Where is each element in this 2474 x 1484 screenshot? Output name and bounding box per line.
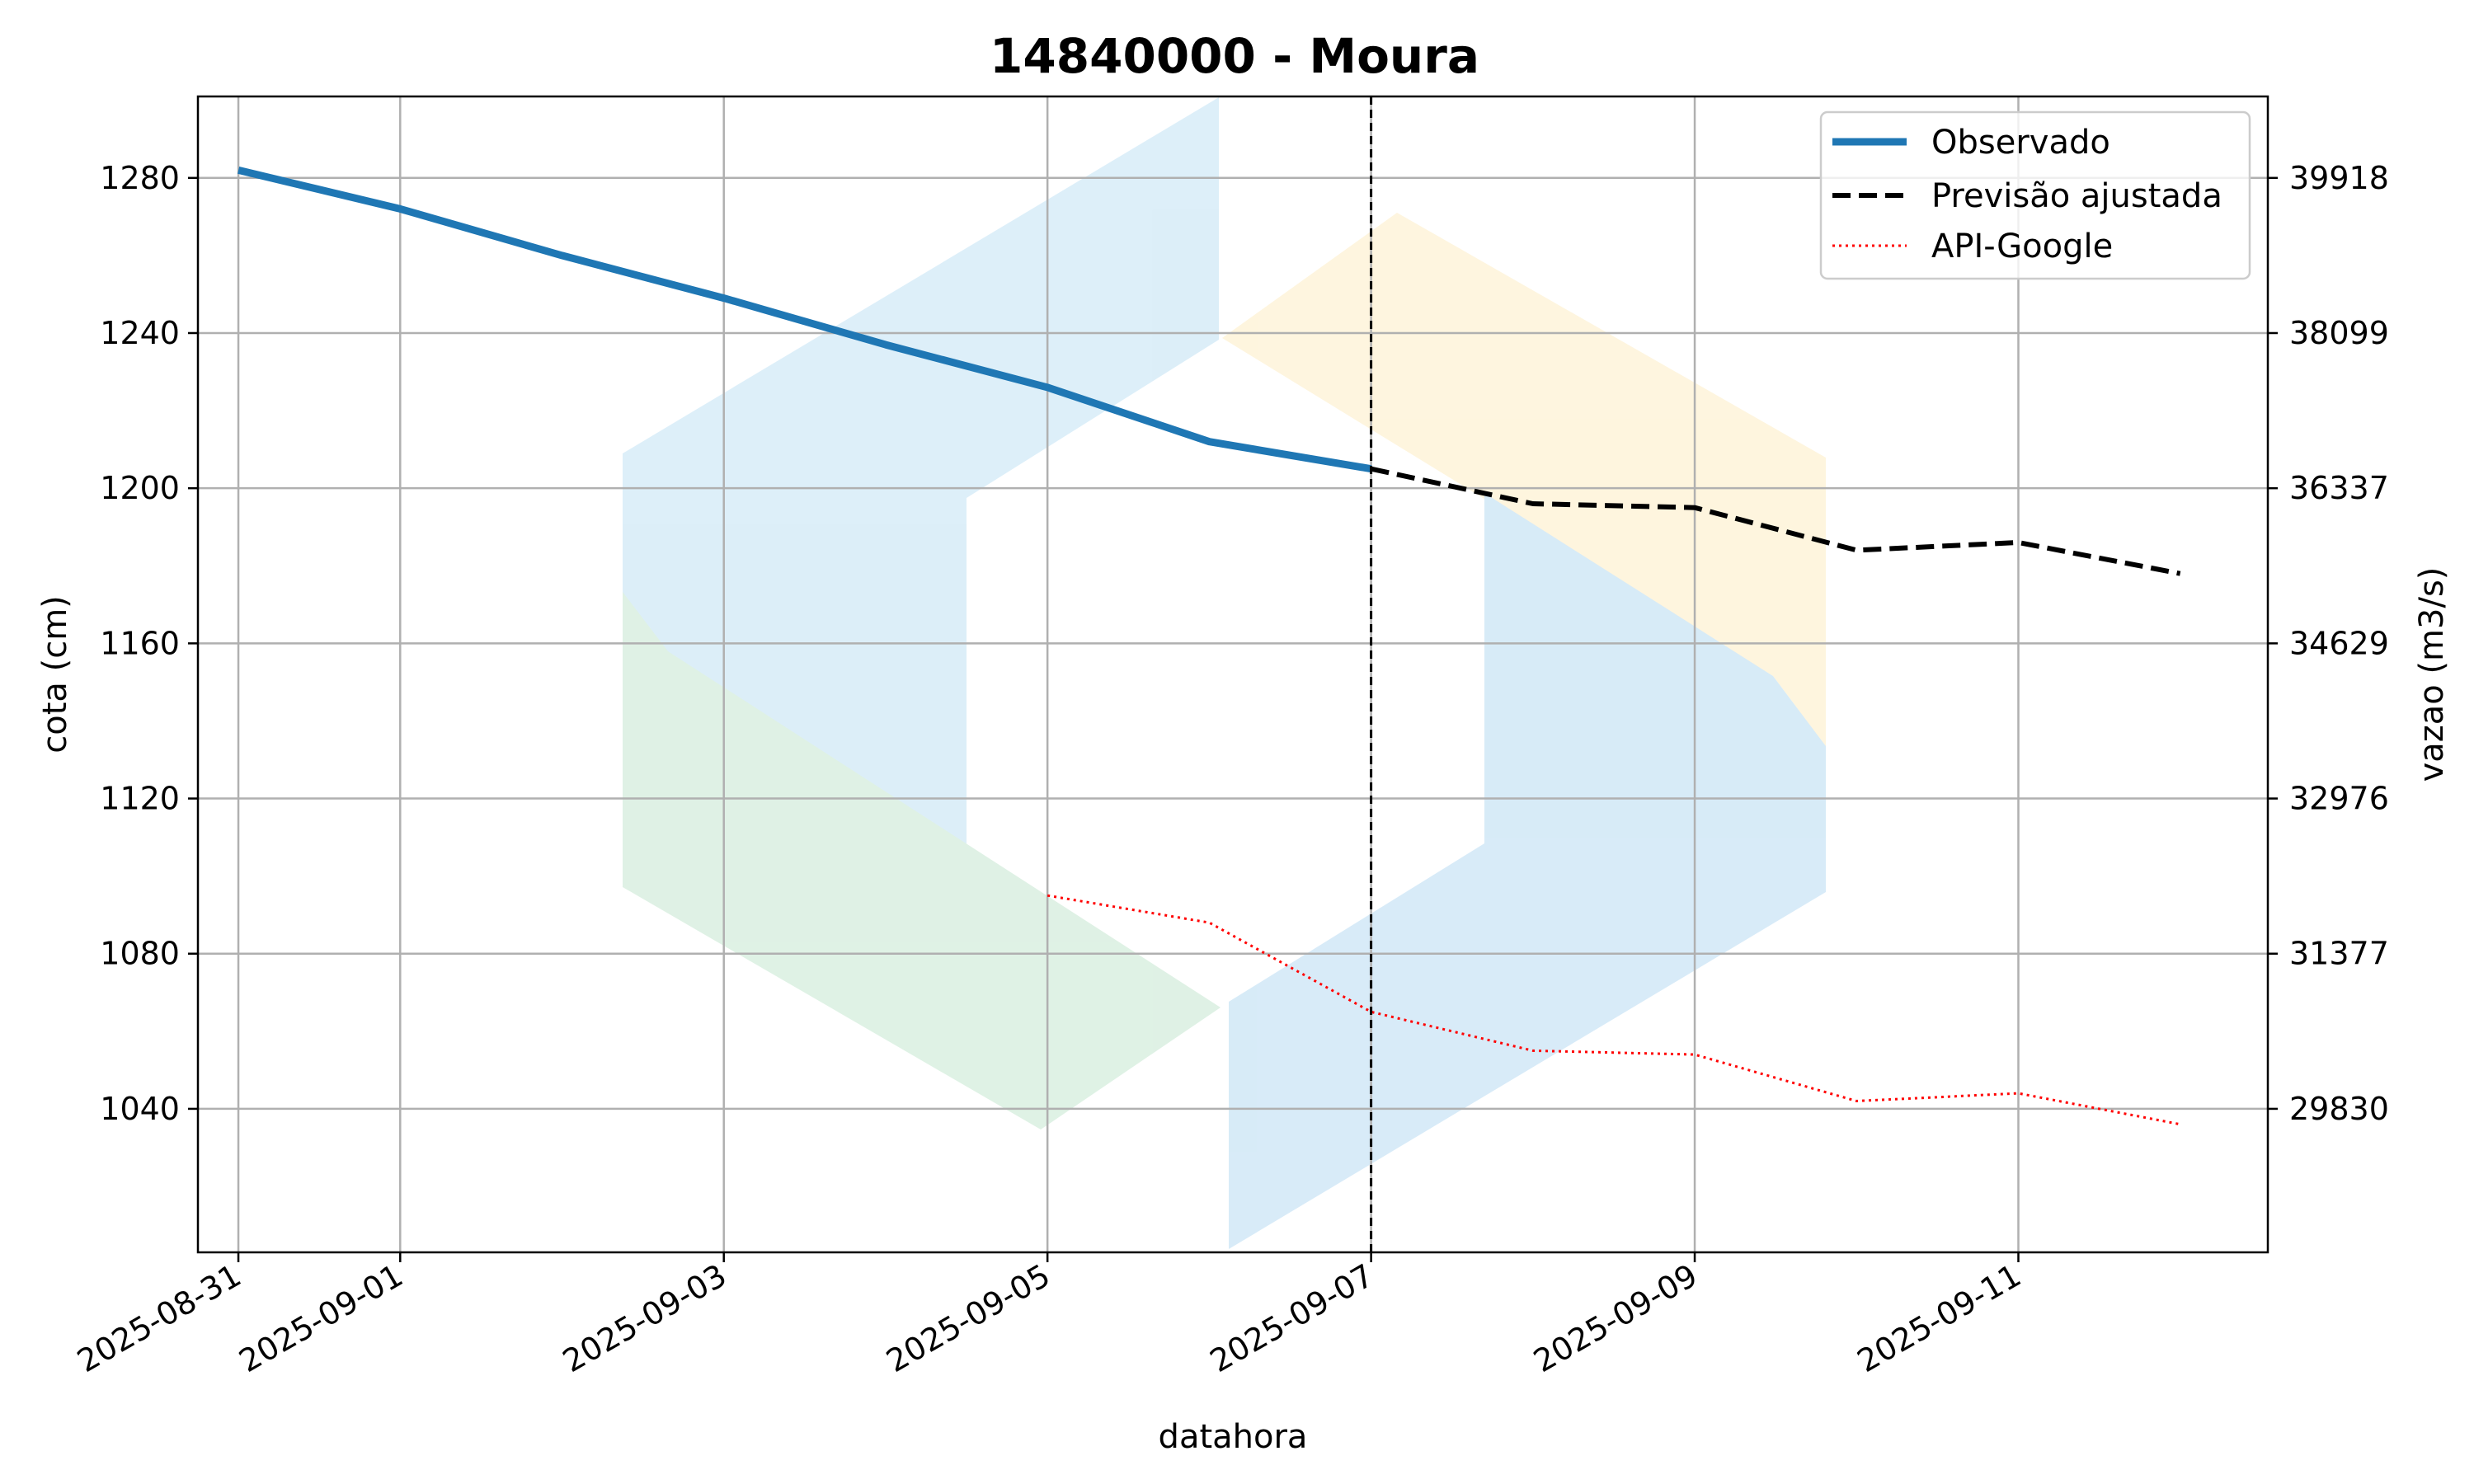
y-tick-label: 1120 <box>100 781 180 817</box>
legend-label-previsao: Previsão ajustada <box>1931 177 2222 215</box>
x-tick-label: 2025-09-07 <box>1204 1257 1380 1380</box>
watermark-top-right-band <box>1222 213 1826 752</box>
y-right-tick-label: 39918 <box>2289 160 2389 196</box>
chart-title: 14840000 - Moura <box>990 28 1479 84</box>
y-tick-label: 1280 <box>100 160 180 196</box>
plot-frame <box>196 95 2269 1254</box>
legend: Observado Previsão ajustada API-Google <box>1819 110 2251 280</box>
series-line-previs-o-ajustada <box>1370 466 2181 576</box>
y-right-tick-label: 36337 <box>2289 470 2389 506</box>
y-axis-label: cota (cm) <box>36 595 74 754</box>
y-tick-label: 1160 <box>100 625 180 661</box>
legend-label-observado: Observado <box>1931 124 2110 162</box>
watermark-bottom-left-band <box>623 592 1221 1129</box>
y-tick-label: 1240 <box>100 315 180 351</box>
x-tick-label: 2025-09-11 <box>1851 1257 2027 1380</box>
watermark-top-left-band <box>623 97 1219 851</box>
y-right-tick-label: 34629 <box>2289 625 2389 661</box>
y-right-tick-label: 32976 <box>2289 781 2389 817</box>
series-line-api-google <box>1047 894 2180 1126</box>
watermark-right-band <box>1229 493 1826 1249</box>
y-right-tick-label: 31377 <box>2289 936 2389 972</box>
x-tick-label: 2025-09-09 <box>1527 1257 1703 1380</box>
y-tick-label: 1040 <box>100 1091 180 1127</box>
watermark-logo <box>623 97 1826 1249</box>
y-axis-right: 29830 31377 32976 34629 36337 38099 39918 <box>2268 160 2389 1127</box>
x-tick-label: 2025-09-05 <box>880 1257 1056 1380</box>
y-tick-label: 1080 <box>100 936 180 972</box>
x-tick-label: 2025-09-03 <box>557 1257 732 1380</box>
x-axis-label: datahora <box>1159 1418 1308 1456</box>
y-tick-label: 1200 <box>100 470 180 506</box>
y-axis-left: 1040 1080 1120 1160 1200 1240 1280 <box>100 160 198 1127</box>
legend-label-api-google: API-Google <box>1931 228 2113 265</box>
y-right-tick-label: 38099 <box>2289 315 2389 351</box>
series-line-observado <box>238 167 1372 473</box>
y-axis-right-label: vazao (m3/s) <box>2413 567 2451 782</box>
x-tick-label: 2025-08-31 <box>71 1257 247 1380</box>
legend-box <box>1819 110 2251 280</box>
x-tick-label: 2025-09-01 <box>233 1257 409 1380</box>
y-right-tick-label: 29830 <box>2289 1091 2389 1127</box>
